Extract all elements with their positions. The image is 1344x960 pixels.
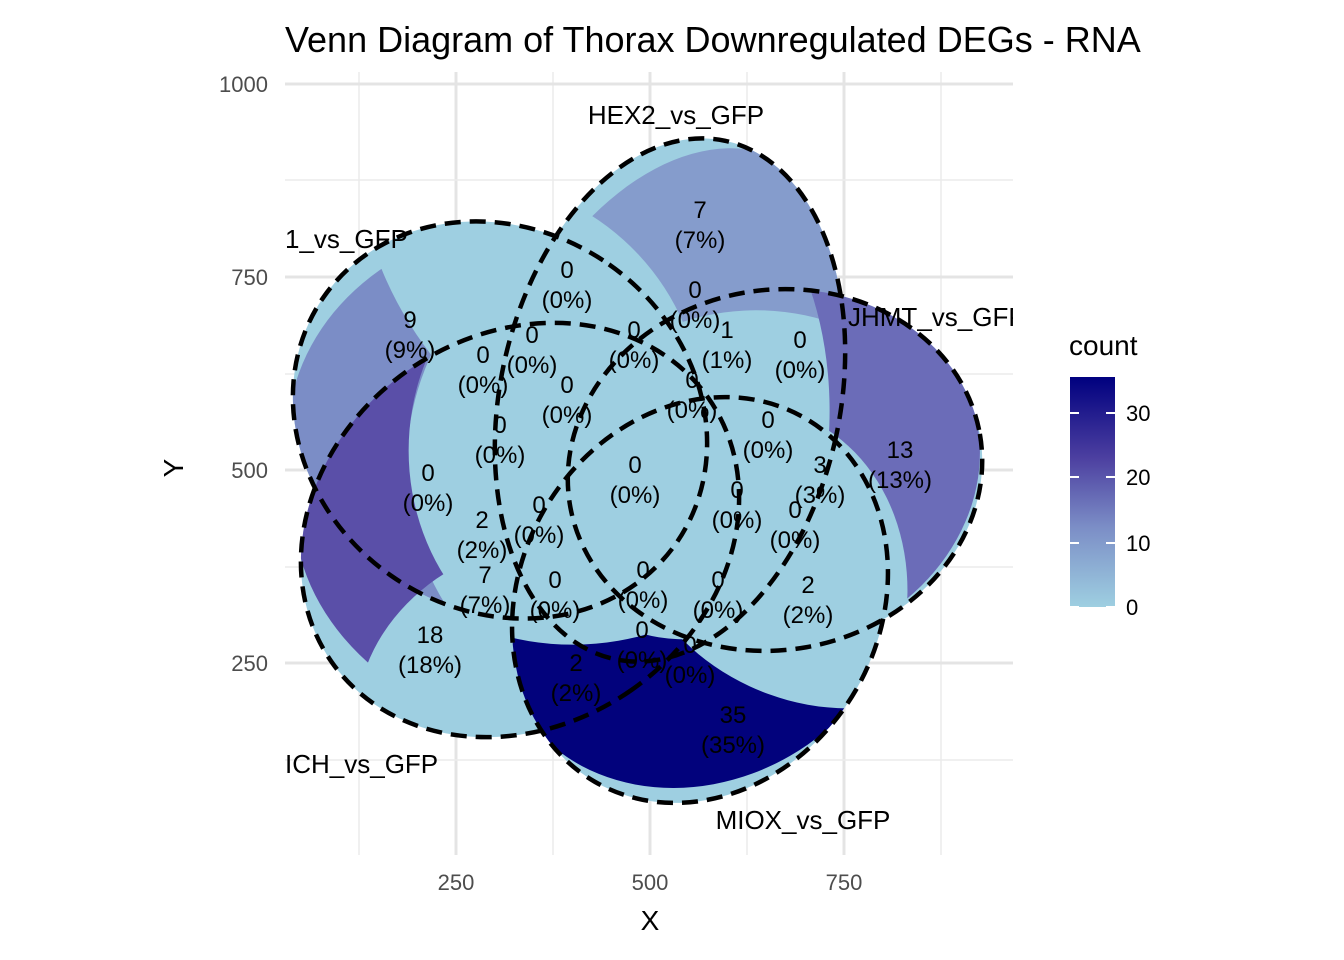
x-tick-label: 750: [826, 870, 863, 895]
region-count: 0: [627, 317, 640, 344]
venn-regions: [292, 138, 983, 803]
region-count: 0: [793, 327, 806, 354]
region-percent: (0%): [458, 372, 509, 399]
region-count: 0: [476, 342, 489, 369]
region-percent: (0%): [743, 437, 794, 464]
region-count: 0: [683, 632, 696, 659]
region-percent: (0%): [667, 397, 718, 424]
region-count: 2: [569, 650, 582, 677]
y-tick-label: 500: [231, 458, 268, 483]
legend-tick-label: 20: [1126, 465, 1150, 490]
region-percent: (0%): [507, 352, 558, 379]
legend: count 30 20 10 0: [1069, 330, 1150, 620]
region-count: 0: [560, 257, 573, 284]
y-axis: 1000 750 500 250 Y: [158, 72, 268, 676]
set-label: MIOX_vs_GFP: [716, 805, 891, 835]
region-percent: (0%): [618, 587, 669, 614]
legend-tick-label: 10: [1126, 531, 1150, 556]
set-outline: [565, 286, 985, 654]
region-count: 2: [475, 507, 488, 534]
legend-tick-label: 30: [1126, 401, 1150, 426]
region-count: 0: [730, 477, 743, 504]
region-percent: (0%): [693, 597, 744, 624]
region-percent: (0%): [712, 507, 763, 534]
region-percent: (35%): [701, 732, 765, 759]
region-count: 0: [788, 497, 801, 524]
region-count: 18: [417, 622, 444, 649]
y-tick-label: 250: [231, 651, 268, 676]
region-percent: (1%): [702, 347, 753, 374]
region-count: 2: [801, 572, 814, 599]
set-outline: [509, 394, 891, 806]
x-axis-title: X: [641, 905, 660, 936]
y-tick-label: 750: [231, 265, 268, 290]
set-outline: [492, 136, 848, 664]
region-percent: (0%): [542, 402, 593, 429]
region-percent: (0%): [617, 647, 668, 674]
region-count: 0: [636, 557, 649, 584]
region-count: 0: [560, 372, 573, 399]
region-percent: (7%): [675, 227, 726, 254]
region-count: 0: [628, 452, 641, 479]
region-percent: (0%): [775, 357, 826, 384]
region-count: 0: [532, 492, 545, 519]
region-count: 3: [813, 452, 826, 479]
region-count: 0: [688, 277, 701, 304]
region-count: 0: [761, 407, 774, 434]
x-tick-label: 250: [438, 870, 475, 895]
region-count: 0: [548, 567, 561, 594]
set-labels: 1_vs_GFP HEX2_vs_GFP JHMT_vs_GFP MIOX_vs_GF…: [285, 100, 1026, 835]
region-count: 0: [711, 567, 724, 594]
region-percent: (18%): [398, 652, 462, 679]
legend-title: count: [1069, 330, 1138, 361]
region-count: 0: [685, 367, 698, 394]
region-percent: (0%): [403, 490, 454, 517]
region-percent: (2%): [783, 602, 834, 629]
region-count: 0: [635, 617, 648, 644]
set-label: JHMT_vs_GFP: [848, 302, 1026, 332]
x-axis: 250 500 750 X: [438, 870, 863, 936]
region-percent: (7%): [460, 592, 511, 619]
unique-region-4: [300, 322, 740, 738]
region-count: 0: [493, 412, 506, 439]
region-count: 7: [478, 562, 491, 589]
region-percent: (13%): [868, 467, 932, 494]
region-count: 0: [421, 460, 434, 487]
region-percent: (3%): [795, 482, 846, 509]
region-percent: (0%): [514, 522, 565, 549]
region-percent: (9%): [385, 337, 436, 364]
y-tick-label: 1000: [219, 72, 268, 97]
region-percent: (0%): [609, 347, 660, 374]
region-percent: (0%): [670, 307, 721, 334]
region-count: 7: [693, 197, 706, 224]
region-percent: (2%): [551, 680, 602, 707]
legend-tick-label: 0: [1126, 595, 1138, 620]
region-count: 1: [720, 317, 733, 344]
x-tick-label: 500: [632, 870, 669, 895]
region-percent: (0%): [665, 662, 716, 689]
set-outlines: [290, 136, 985, 806]
region-percent: (0%): [770, 527, 821, 554]
region-percent: (2%): [457, 537, 508, 564]
set-outline: [290, 219, 710, 621]
region-count: 35: [720, 702, 747, 729]
region-count: 0: [525, 322, 538, 349]
region-labels: 9(9%)7(7%)13(13%)35(35%)18(18%)0(0%) 0(0%…: [385, 197, 932, 759]
region-percent: (0%): [542, 287, 593, 314]
set-label: ICH_vs_GFP: [285, 749, 438, 779]
y-axis-title: Y: [158, 458, 189, 477]
legend-colorbar: [1070, 377, 1115, 607]
region-percent: (0%): [475, 442, 526, 469]
region-percent: (0%): [530, 597, 581, 624]
chart-title: Venn Diagram of Thorax Downregulated DEG…: [285, 19, 1141, 60]
set-outline: [298, 320, 742, 740]
region-count: 9: [403, 307, 416, 334]
set-label: 1_vs_GFP: [285, 224, 408, 254]
region-count: 13: [887, 437, 914, 464]
region-percent: (0%): [610, 482, 661, 509]
set-label: HEX2_vs_GFP: [588, 100, 764, 130]
